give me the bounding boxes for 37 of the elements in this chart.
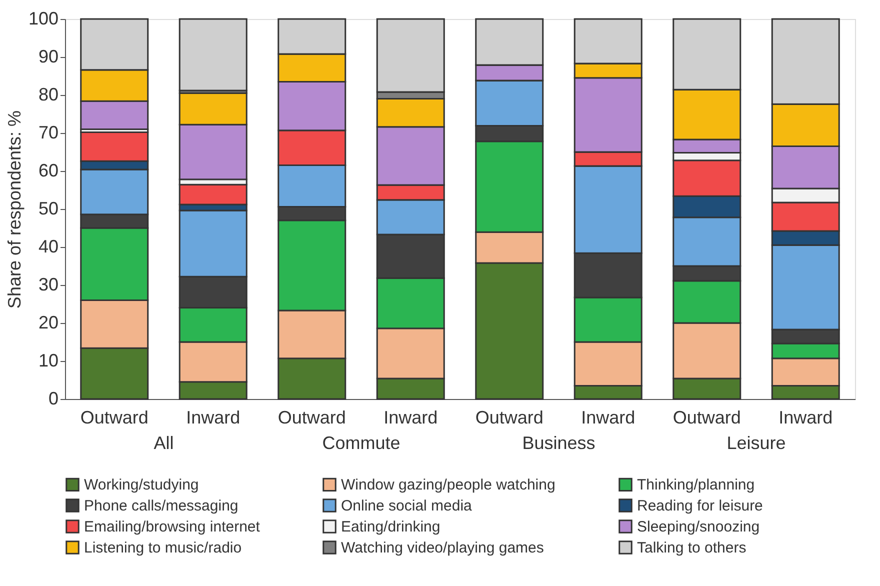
x-tick-label: Outward bbox=[475, 408, 544, 428]
y-tick-label: 60 bbox=[38, 160, 58, 180]
x-tick-label: Inward bbox=[186, 408, 240, 428]
legend-label: Watching video/playing games bbox=[341, 540, 544, 556]
text: All bbox=[154, 433, 174, 453]
text: Leisure bbox=[726, 433, 786, 453]
x-tick-label: Inward bbox=[384, 408, 438, 428]
x-tick-label: Inward bbox=[581, 408, 636, 428]
y-axis-title: Share of respondents: % bbox=[4, 110, 24, 309]
y-tick-label: 70 bbox=[38, 122, 58, 142]
legend-label: Phone calls/messaging bbox=[84, 498, 238, 514]
bar bbox=[178, 18, 248, 92]
legend-label: Window gazing/people watching bbox=[341, 476, 556, 494]
x-tick-label: Outward bbox=[80, 408, 148, 428]
y-tick-label: 50 bbox=[38, 198, 58, 218]
y-tick-label: 40 bbox=[38, 236, 58, 256]
y-tick-label: 30 bbox=[38, 274, 58, 294]
y-tick-label: 10 bbox=[38, 350, 58, 370]
legend-label: Talking to others bbox=[637, 540, 746, 556]
text: Commute bbox=[322, 433, 400, 453]
legend-label: Listening to music/radio bbox=[84, 540, 242, 556]
x-tick-label: Inward bbox=[778, 408, 833, 428]
legend-label: Online social media bbox=[341, 498, 473, 514]
y-tick-label: 0 bbox=[48, 388, 58, 408]
legend-label: Thinking/planning bbox=[637, 476, 755, 494]
y-tick-label: 100 bbox=[28, 8, 58, 28]
y-tick-label: 90 bbox=[38, 46, 58, 66]
legend-label: Sleeping/snoozing bbox=[637, 518, 760, 536]
y-tick-label: 80 bbox=[38, 84, 58, 104]
legend-label: Emailing/browsing internet bbox=[84, 518, 261, 536]
legend-label: Eating/drinking bbox=[341, 518, 440, 536]
y-tick-label: 20 bbox=[38, 312, 58, 332]
legend-label: Reading for leisure bbox=[637, 498, 763, 514]
legend-label: Working/studying bbox=[84, 476, 199, 494]
text: Business bbox=[522, 433, 596, 453]
x-tick-label: Outward bbox=[278, 408, 346, 428]
x-tick-label: Outward bbox=[672, 408, 741, 428]
